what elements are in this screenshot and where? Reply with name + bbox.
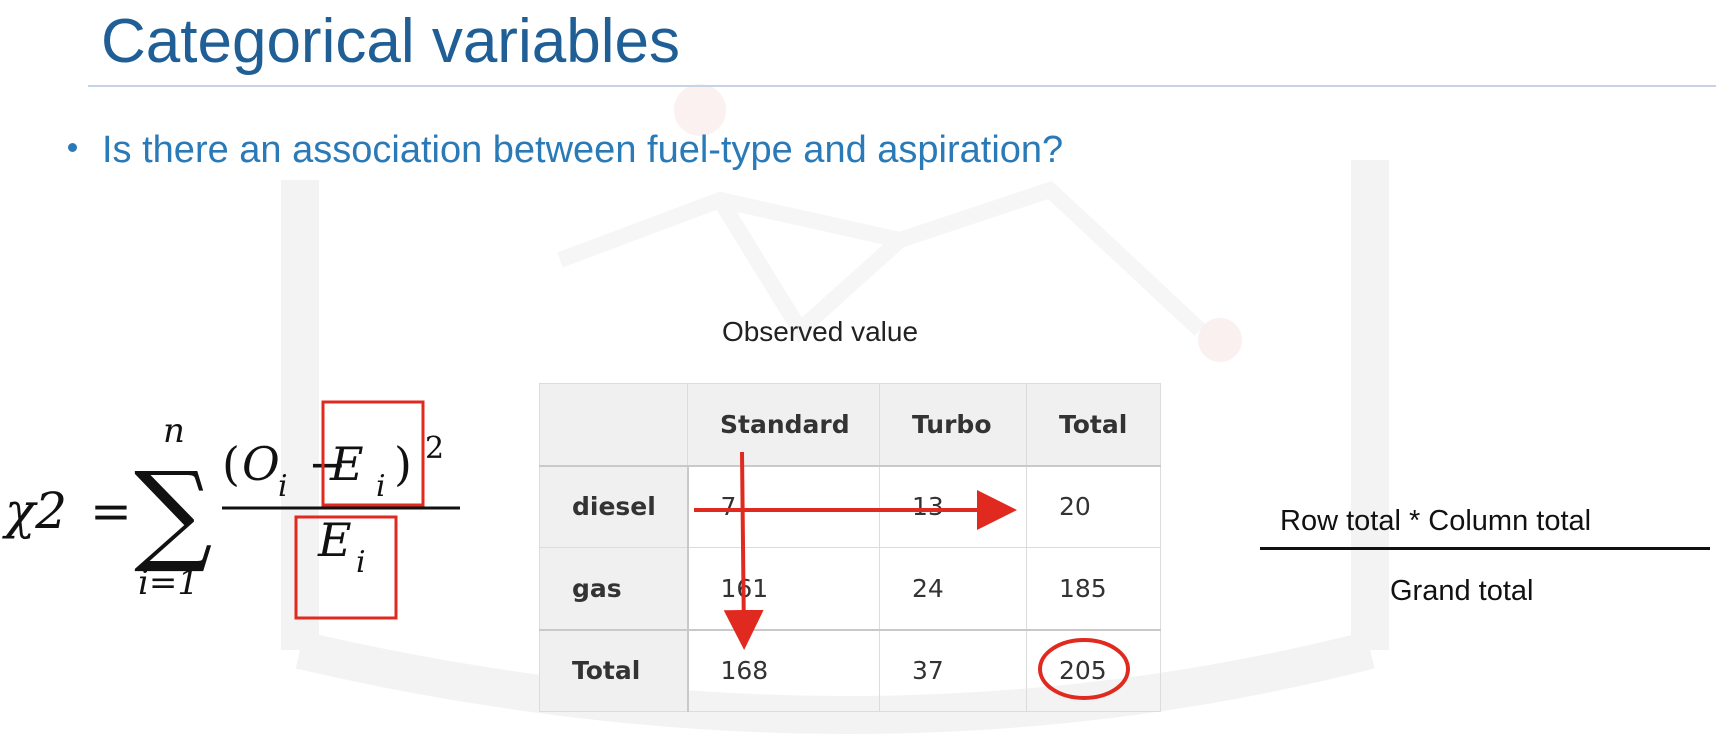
formula-upper-limit: n [163,411,185,451]
header-cell-total: Total [1026,383,1161,467]
cell-grand-total: 205 [1026,628,1161,712]
cell-total-turbo: 37 [879,628,1027,712]
cell-gas-turbo: 24 [879,547,1027,630]
formula-minus: − [308,437,347,491]
bullet-question: Is there an association between fuel-typ… [102,129,1064,171]
title-divider [88,85,1716,87]
highlight-box-expected-denominator [294,515,398,620]
highlight-box-expected-numerator [321,400,425,507]
table-row: Total 168 37 205 [539,628,1161,712]
row-label-total: Total [539,628,689,712]
table-header-row: Standard Turbo Total [539,383,1161,467]
bullet-marker [68,143,77,152]
formula-sum-symbol: ∑ [134,448,213,576]
cell-diesel-total: 20 [1026,465,1161,548]
formula-observed-index: i [278,469,288,504]
formula-observed: O [242,437,280,491]
table-row: diesel 7 13 20 [539,465,1161,548]
formula-open-paren: ( [222,437,240,491]
formula-expected: E [329,437,364,491]
formula-expected-index: i [376,469,386,504]
header-cell-standard: Standard [687,383,880,467]
slide-title: Categorical variables [101,7,680,76]
header-cell-corner [539,383,688,467]
expected-formula-denominator: Grand total [1390,575,1534,607]
table-row: gas 161 24 185 [539,547,1161,630]
cell-gas-standard: 161 [687,547,880,630]
formula-lhs: χ2 [2,482,67,540]
formula-equals: = [90,482,132,540]
observed-table: Standard Turbo Total diesel 7 13 20 gas … [539,383,1161,712]
row-label-gas: gas [539,547,689,630]
formula-power: 2 [425,431,444,466]
cell-diesel-standard: 7 [687,465,880,548]
observed-table-caption: Observed value [721,316,919,347]
cell-total-standard: 168 [687,628,880,712]
header-cell-turbo: Turbo [879,383,1027,467]
formula-denominator: E [317,513,352,567]
cell-diesel-turbo: 13 [879,465,1027,548]
formula-close-paren: ) [394,437,412,491]
expected-formula-bar [1260,547,1710,550]
expected-formula-numerator: Row total * Column total [1280,505,1592,537]
row-label-diesel: diesel [539,465,689,548]
formula-lower-limit: i=1 [138,563,199,603]
cell-gas-total: 185 [1026,547,1161,630]
formula-denominator-index: i [356,545,366,580]
